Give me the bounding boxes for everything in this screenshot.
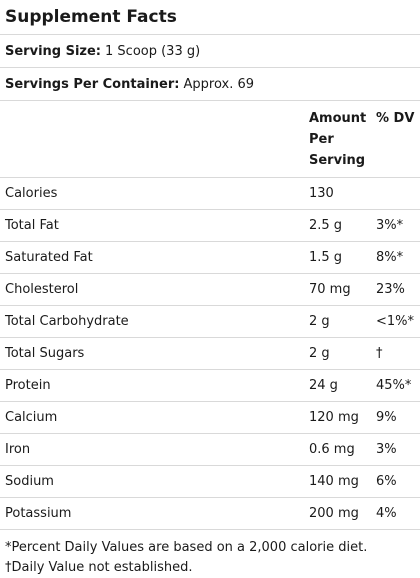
nutrient-dv: 9% — [373, 401, 420, 434]
nutrient-name: Protein — [0, 369, 305, 402]
table-row: Total Fat 2.5 g 3%* — [0, 209, 420, 242]
servings-per-container-label: Servings Per Container: — [5, 76, 180, 92]
nutrient-name: Calories — [0, 177, 305, 210]
nutrient-dv — [373, 177, 420, 210]
nutrient-dv: 4% — [373, 497, 420, 530]
footnotes: *Percent Daily Values are based on a 2,0… — [0, 530, 420, 578]
nutrient-amount: 120 mg — [305, 401, 373, 434]
nutrient-dv: 45%* — [373, 369, 420, 402]
nutrient-amount: 2.5 g — [305, 209, 373, 242]
header-amount-per-serving: Amount Per Serving — [305, 101, 373, 178]
nutrient-name: Calcium — [0, 401, 305, 434]
nutrient-amount: 2 g — [305, 337, 373, 370]
nutrient-amount: 200 mg — [305, 497, 373, 530]
serving-size-value: 1 Scoop (33 g) — [105, 43, 201, 59]
table-row: Cholesterol 70 mg 23% — [0, 273, 420, 306]
nutrient-name: Total Carbohydrate — [0, 305, 305, 338]
serving-size-row: Serving Size: 1 Scoop (33 g) — [0, 35, 420, 68]
table-row: Total Carbohydrate 2 g <1%* — [0, 305, 420, 338]
table-header-row: Amount Per Serving % DV — [0, 101, 420, 178]
header-nutrient — [0, 101, 305, 178]
table-row: Iron 0.6 mg 3% — [0, 433, 420, 466]
nutrient-dv: 8%* — [373, 241, 420, 274]
table-row: Sodium 140 mg 6% — [0, 465, 420, 498]
nutrient-dv: 23% — [373, 273, 420, 306]
servings-per-container-row: Servings Per Container: Approx. 69 — [0, 68, 420, 101]
nutrient-dv: <1%* — [373, 305, 420, 338]
nutrient-dv: † — [373, 337, 420, 370]
nutrient-table: Amount Per Serving % DV Calories 130 Tot… — [0, 101, 420, 530]
serving-size-label: Serving Size: — [5, 43, 102, 59]
nutrient-name: Saturated Fat — [0, 241, 305, 274]
nutrient-amount: 70 mg — [305, 273, 373, 306]
table-row: Calcium 120 mg 9% — [0, 401, 420, 434]
panel-title: Supplement Facts — [0, 0, 420, 35]
table-row: Saturated Fat 1.5 g 8%* — [0, 241, 420, 274]
nutrient-dv: 6% — [373, 465, 420, 498]
nutrient-name: Iron — [0, 433, 305, 466]
nutrient-dv: 3% — [373, 433, 420, 466]
servings-per-container-value: Approx. 69 — [183, 76, 254, 92]
footnote-daily-values: *Percent Daily Values are based on a 2,0… — [5, 540, 368, 555]
table-row: Potassium 200 mg 4% — [0, 497, 420, 530]
table-row: Protein 24 g 45%* — [0, 369, 420, 402]
nutrient-name: Potassium — [0, 497, 305, 530]
nutrient-name: Cholesterol — [0, 273, 305, 306]
header-percent-dv: % DV — [373, 101, 420, 178]
nutrient-amount: 24 g — [305, 369, 373, 402]
nutrient-name: Sodium — [0, 465, 305, 498]
nutrient-dv: 3%* — [373, 209, 420, 242]
nutrient-amount: 1.5 g — [305, 241, 373, 274]
nutrient-amount: 2 g — [305, 305, 373, 338]
nutrient-amount: 140 mg — [305, 465, 373, 498]
nutrient-amount: 130 — [305, 177, 373, 210]
nutrient-name: Total Fat — [0, 209, 305, 242]
nutrient-name: Total Sugars — [0, 337, 305, 370]
table-row: Calories 130 — [0, 177, 420, 210]
table-row: Total Sugars 2 g † — [0, 337, 420, 370]
footnote-not-established: †Daily Value not established. — [5, 560, 193, 575]
nutrient-amount: 0.6 mg — [305, 433, 373, 466]
